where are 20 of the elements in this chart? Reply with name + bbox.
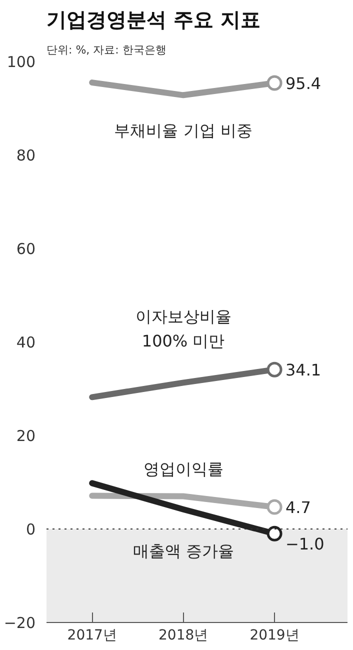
- data-label: 34.1: [285, 360, 322, 380]
- y-tick-label: 100: [6, 53, 36, 71]
- series-label: 매출액 증가율: [132, 541, 234, 560]
- data-label: −1.0: [285, 534, 324, 554]
- y-tick-label: 20: [16, 427, 36, 445]
- x-tick-label: 2017년: [67, 628, 117, 644]
- text: 부채비율 기업 비중: [114, 121, 252, 140]
- series-label: 이자보상비율 100% 미만: [135, 306, 232, 351]
- y-tick-label: −20: [4, 614, 36, 632]
- data-label: 95.4: [285, 74, 322, 94]
- y-tick-label: 80: [16, 146, 36, 164]
- data-label: 4.7: [285, 498, 311, 518]
- chart-title: 기업경영분석 주요 지표: [46, 8, 260, 32]
- series-label: 영업이익률: [143, 459, 224, 478]
- x-tick-label: 2018년: [158, 628, 208, 644]
- y-tick-label: 0: [26, 520, 36, 538]
- x-tick-label: 2019년: [250, 628, 300, 644]
- y-tick-label: 60: [16, 240, 36, 258]
- y-tick-label: 40: [16, 334, 36, 352]
- chart-subtitle: 단위: %, 자료: 한국은행: [46, 44, 166, 56]
